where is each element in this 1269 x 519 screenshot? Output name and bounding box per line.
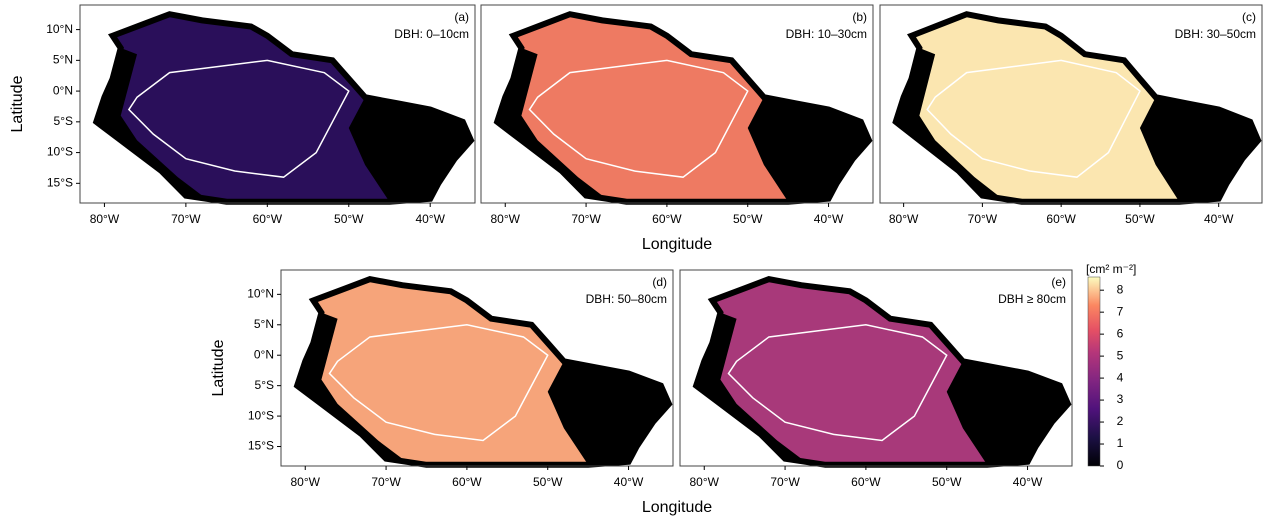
dbh-label: DBH ≥ 80cm xyxy=(998,292,1066,306)
map-frame xyxy=(280,269,674,467)
x-tick-label: 70°W xyxy=(171,212,201,226)
x-tick-label: 80°W xyxy=(491,212,521,226)
y-axis-title: Latitude xyxy=(210,339,227,396)
y-tick-label: 15°S xyxy=(248,439,274,453)
y-tick-label: 10°S xyxy=(47,145,73,159)
x-tick-label: 70°W xyxy=(968,212,998,226)
y-tick-label: 10°S xyxy=(248,408,274,422)
colorbar-tick-label: 1 xyxy=(1117,436,1124,450)
dbh-label: DBH: 10–30cm xyxy=(786,27,867,41)
y-tick-label: 5°N xyxy=(254,317,274,331)
dbh-label: DBH: 0–10cm xyxy=(394,27,469,41)
map-frame xyxy=(79,4,476,204)
panel-label: (c) xyxy=(1242,10,1256,24)
colorbar xyxy=(1087,276,1101,467)
basin-outline xyxy=(926,59,1141,178)
panel-label: (b) xyxy=(852,10,867,24)
map-frame xyxy=(879,4,1263,204)
x-tick-label: 60°W xyxy=(1046,212,1076,226)
colorbar-tick-label: 6 xyxy=(1117,326,1124,340)
colorbar-tick-label: 0 xyxy=(1117,458,1124,472)
x-tick-label: 80°W xyxy=(889,212,919,226)
x-tick-label: 40°W xyxy=(814,212,844,226)
panel-label: (a) xyxy=(454,10,469,24)
x-tick-label: 80°W xyxy=(90,212,120,226)
x-tick-label: 70°W xyxy=(770,475,800,489)
basin-outline xyxy=(328,324,549,442)
colorbar-tick-label: 3 xyxy=(1117,392,1124,406)
y-tick-label: 0°N xyxy=(254,347,274,361)
basin-outline xyxy=(528,59,749,178)
andes xyxy=(497,48,611,202)
andes xyxy=(96,48,211,202)
y-tick-label: 0°N xyxy=(53,83,73,97)
andes xyxy=(297,312,411,465)
x-axis-title: Longitude xyxy=(642,499,712,516)
dbh-label: DBH: 30–50cm xyxy=(1175,27,1256,41)
y-tick-label: 5°S xyxy=(255,378,274,392)
y-tick-label: 15°S xyxy=(47,175,73,189)
x-tick-label: 50°W xyxy=(533,475,563,489)
dry-region xyxy=(946,361,1068,465)
x-tick-label: 80°W xyxy=(690,475,720,489)
x-tick-label: 60°W xyxy=(253,212,283,226)
dry-region xyxy=(547,361,669,465)
x-tick-label: 40°W xyxy=(415,212,445,226)
y-tick-label: 10°N xyxy=(247,287,274,301)
x-tick-label: 50°W xyxy=(733,212,763,226)
y-tick-label: 5°N xyxy=(53,53,73,67)
basin-outline xyxy=(127,59,350,178)
dry-region xyxy=(747,97,869,202)
colorbar-tick-label: 2 xyxy=(1117,414,1124,428)
panel-label: (e) xyxy=(1051,275,1066,289)
basin-outline xyxy=(727,324,948,442)
andes xyxy=(895,48,1007,202)
x-tick-label: 40°W xyxy=(614,475,644,489)
x-tick-label: 40°W xyxy=(1013,475,1043,489)
y-tick-label: 5°S xyxy=(54,114,73,128)
x-tick-label: 80°W xyxy=(291,475,321,489)
x-tick-label: 70°W xyxy=(371,475,401,489)
x-tick-label: 70°W xyxy=(571,212,601,226)
dry-region xyxy=(348,97,471,202)
x-tick-label: 60°W xyxy=(652,212,682,226)
map-frame xyxy=(480,4,874,204)
colorbar-tick-label: 5 xyxy=(1117,348,1124,362)
colorbar-label: [cm² m⁻²] xyxy=(1086,262,1136,276)
x-axis-title: Longitude xyxy=(642,236,712,253)
x-tick-label: 50°W xyxy=(1125,212,1155,226)
colorbar-tick-label: 8 xyxy=(1117,282,1124,296)
x-tick-label: 50°W xyxy=(932,475,962,489)
colorbar-tick-label: 4 xyxy=(1117,370,1124,384)
y-tick-label: 10°N xyxy=(46,22,73,36)
dry-region xyxy=(1139,97,1259,202)
x-tick-label: 40°W xyxy=(1204,212,1234,226)
map-frame xyxy=(679,269,1073,467)
x-tick-label: 60°W xyxy=(851,475,881,489)
colorbar-tick-label: 7 xyxy=(1117,304,1124,318)
panel-label: (d) xyxy=(652,275,667,289)
dbh-label: DBH: 50–80cm xyxy=(586,292,667,306)
andes xyxy=(696,312,810,465)
x-tick-label: 50°W xyxy=(334,212,364,226)
x-tick-label: 60°W xyxy=(452,475,482,489)
y-axis-title: Latitude xyxy=(9,75,26,132)
